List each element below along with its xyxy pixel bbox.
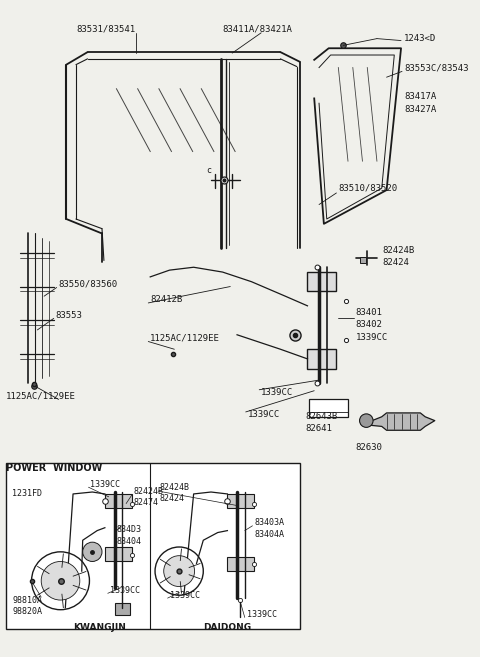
Text: 83510/83520: 83510/83520 <box>338 184 397 193</box>
FancyBboxPatch shape <box>105 547 132 562</box>
FancyBboxPatch shape <box>5 463 300 629</box>
Text: 82424B: 82424B <box>383 246 415 256</box>
Text: 1339CC: 1339CC <box>90 480 120 489</box>
Circle shape <box>83 542 102 562</box>
FancyBboxPatch shape <box>308 272 336 291</box>
Text: 82630: 82630 <box>356 443 383 452</box>
Text: 834D3: 834D3 <box>117 525 142 534</box>
Circle shape <box>360 414 373 428</box>
Text: 82641: 82641 <box>306 424 333 433</box>
Text: 1125AC/1129EE: 1125AC/1129EE <box>5 391 75 400</box>
FancyBboxPatch shape <box>228 556 254 571</box>
Text: 83403A: 83403A <box>254 518 285 528</box>
Text: 83550/83560: 83550/83560 <box>59 279 118 288</box>
Text: 1339CC: 1339CC <box>110 586 140 595</box>
Text: 82424B: 82424B <box>160 483 190 491</box>
Text: 1339CC: 1339CC <box>356 333 388 342</box>
Circle shape <box>155 547 203 595</box>
Text: 83531/83541: 83531/83541 <box>76 24 135 34</box>
Text: 82474: 82474 <box>134 498 159 507</box>
Text: 83404: 83404 <box>117 537 142 546</box>
Text: 1339CC: 1339CC <box>261 388 293 397</box>
Text: 1339CC: 1339CC <box>247 610 276 619</box>
Text: 82424: 82424 <box>383 258 409 267</box>
Text: 1243<D: 1243<D <box>404 34 436 43</box>
Text: 1339CC: 1339CC <box>169 591 200 600</box>
Text: 98810A: 98810A <box>12 595 42 604</box>
Circle shape <box>41 562 80 600</box>
Text: POWER  WINDOW: POWER WINDOW <box>5 463 102 473</box>
Text: 83401: 83401 <box>356 308 383 317</box>
FancyBboxPatch shape <box>228 494 254 509</box>
Text: 83427A: 83427A <box>404 106 436 114</box>
FancyBboxPatch shape <box>105 494 132 509</box>
Text: 98820A: 98820A <box>12 607 42 616</box>
Text: 83411A/83421A: 83411A/83421A <box>223 24 292 34</box>
FancyBboxPatch shape <box>308 350 336 369</box>
Text: 82643B: 82643B <box>306 413 338 421</box>
Text: KWANGJIN: KWANGJIN <box>73 623 126 631</box>
Text: 83553C/83543: 83553C/83543 <box>404 63 468 72</box>
Text: DAIDONG: DAIDONG <box>203 623 252 631</box>
Text: 82412B: 82412B <box>150 294 182 304</box>
Text: 83417A: 83417A <box>404 92 436 101</box>
Text: 1339CC: 1339CC <box>248 411 280 419</box>
Text: 83404A: 83404A <box>254 530 285 539</box>
Text: 1125AC/1129EE: 1125AC/1129EE <box>150 333 220 342</box>
Circle shape <box>164 556 194 587</box>
FancyBboxPatch shape <box>115 603 130 614</box>
Text: 82424B: 82424B <box>134 487 164 495</box>
Circle shape <box>32 552 89 610</box>
Polygon shape <box>362 413 435 430</box>
Text: 83402: 83402 <box>356 320 383 328</box>
FancyBboxPatch shape <box>310 399 348 417</box>
Text: 82424: 82424 <box>160 494 185 503</box>
Text: 83553: 83553 <box>56 311 83 320</box>
Text: c: c <box>206 166 211 175</box>
Text: 1231FD: 1231FD <box>12 489 42 499</box>
